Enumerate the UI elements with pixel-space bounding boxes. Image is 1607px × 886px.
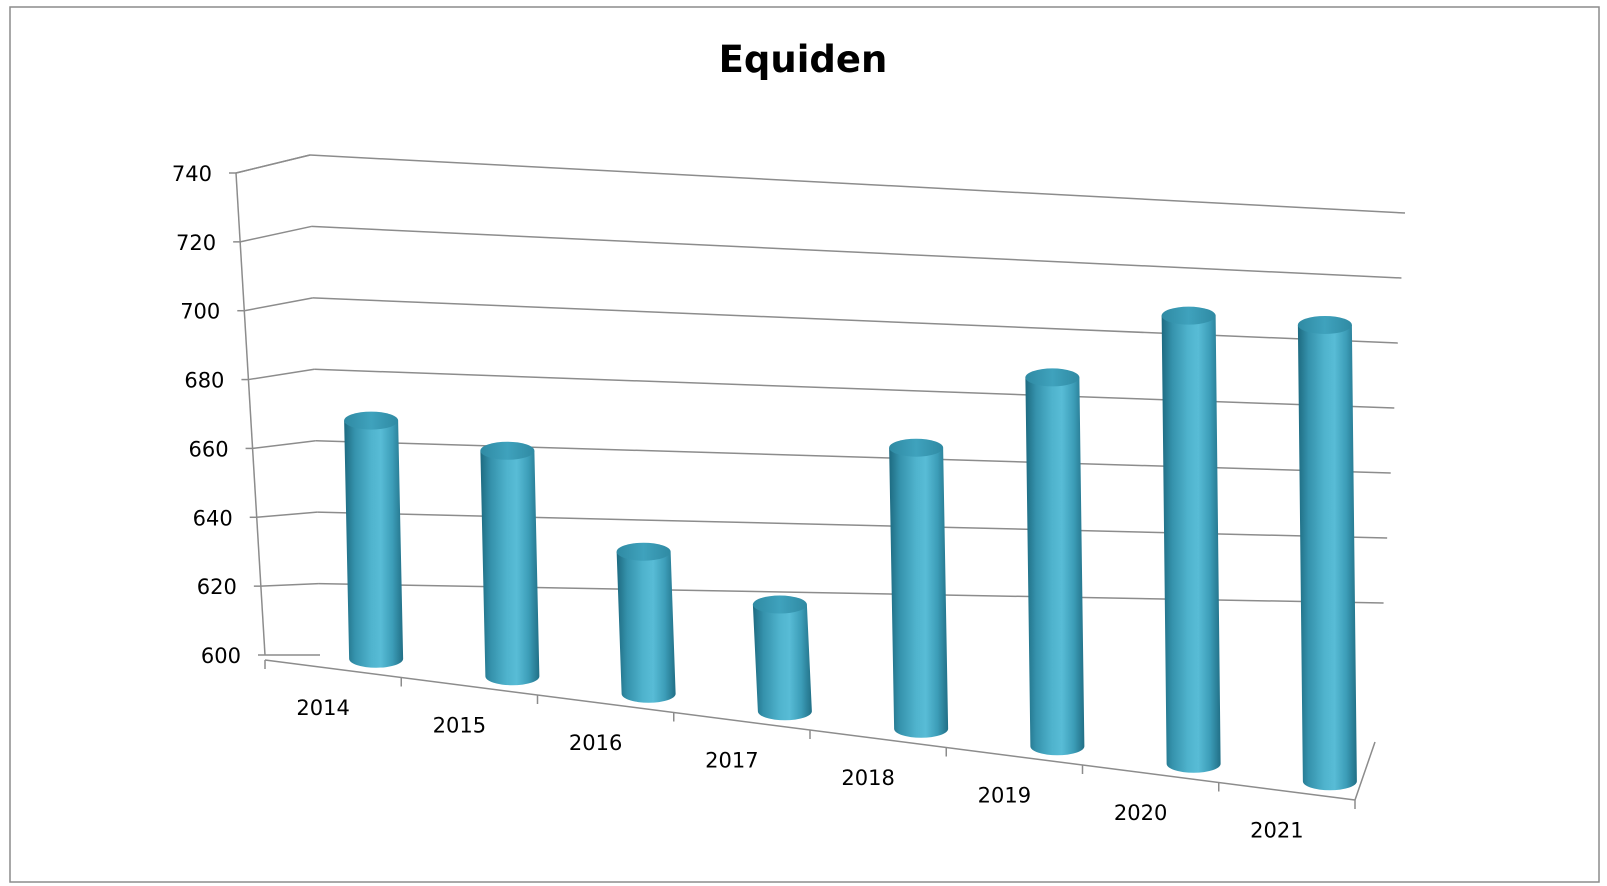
bar-top-cap — [344, 411, 399, 430]
y-tick-label: 740 — [172, 162, 212, 186]
bar-body — [344, 420, 404, 668]
bar-top-cap — [889, 438, 944, 457]
side-gridline-620 — [260, 582, 319, 587]
side-wall-top-edge — [235, 154, 311, 174]
floor-right-edge — [1354, 741, 1376, 801]
gridline-700 — [312, 297, 1398, 344]
bar-top-cap — [1297, 315, 1352, 334]
bar-body — [1297, 324, 1357, 791]
bar-2017 — [752, 595, 812, 721]
gridline-740 — [309, 154, 1406, 214]
x-axis-ticks: 2014 2015 2016 2017 2018 2019 2020 2021 — [296, 696, 1303, 843]
bar-2018 — [889, 438, 949, 738]
x-tick-label: 2014 — [296, 696, 349, 720]
chart-title: Equiden — [719, 38, 888, 81]
side-gridline-720 — [239, 225, 312, 243]
bar-body — [480, 450, 540, 686]
x-tick-label: 2016 — [569, 731, 622, 755]
x-tick-label: 2015 — [433, 713, 486, 737]
chart-frame — [9, 6, 1600, 883]
bar-2019 — [1025, 368, 1085, 756]
bar-2021 — [1297, 315, 1357, 791]
y-tick-label: 600 — [201, 644, 241, 668]
bar-top-cap — [480, 441, 535, 460]
x-tick-label: 2021 — [1250, 818, 1303, 842]
bar-2014 — [344, 411, 404, 668]
axes — [229, 154, 1376, 809]
y-tick-label: 640 — [193, 506, 233, 530]
y-tick-label: 720 — [176, 231, 216, 255]
y-axis-ticks: 600 620 640 660 680 700 720 740 — [172, 162, 241, 668]
bars — [344, 306, 1357, 791]
bar-top-cap — [1161, 306, 1216, 325]
y-axis-line — [235, 172, 266, 656]
gridline-720 — [311, 225, 1402, 279]
y-tick-label: 660 — [188, 437, 228, 461]
y-tick-label: 680 — [184, 369, 224, 393]
bar-2016 — [616, 542, 676, 703]
side-gridline-680 — [248, 368, 315, 381]
y-tick-label: 620 — [197, 575, 237, 599]
x-tick-label: 2020 — [1114, 801, 1167, 825]
y-tick-label: 700 — [180, 300, 220, 324]
x-tick-label: 2017 — [705, 748, 758, 772]
bar-body — [889, 447, 949, 738]
side-gridline-640 — [256, 511, 318, 519]
bar-body — [752, 604, 812, 721]
bar-top-cap — [1025, 368, 1080, 387]
bar-top-cap — [752, 595, 807, 614]
bar-2020 — [1161, 306, 1221, 773]
bar-body — [1025, 377, 1085, 756]
bar-top-cap — [616, 542, 671, 561]
x-tick-label: 2018 — [841, 766, 894, 790]
side-gridline-660 — [252, 439, 316, 450]
bar-2015 — [480, 441, 540, 686]
side-gridline-700 — [244, 297, 313, 312]
bar-body — [616, 551, 676, 703]
bar-body — [1161, 315, 1221, 773]
x-tick-label: 2019 — [978, 783, 1031, 807]
